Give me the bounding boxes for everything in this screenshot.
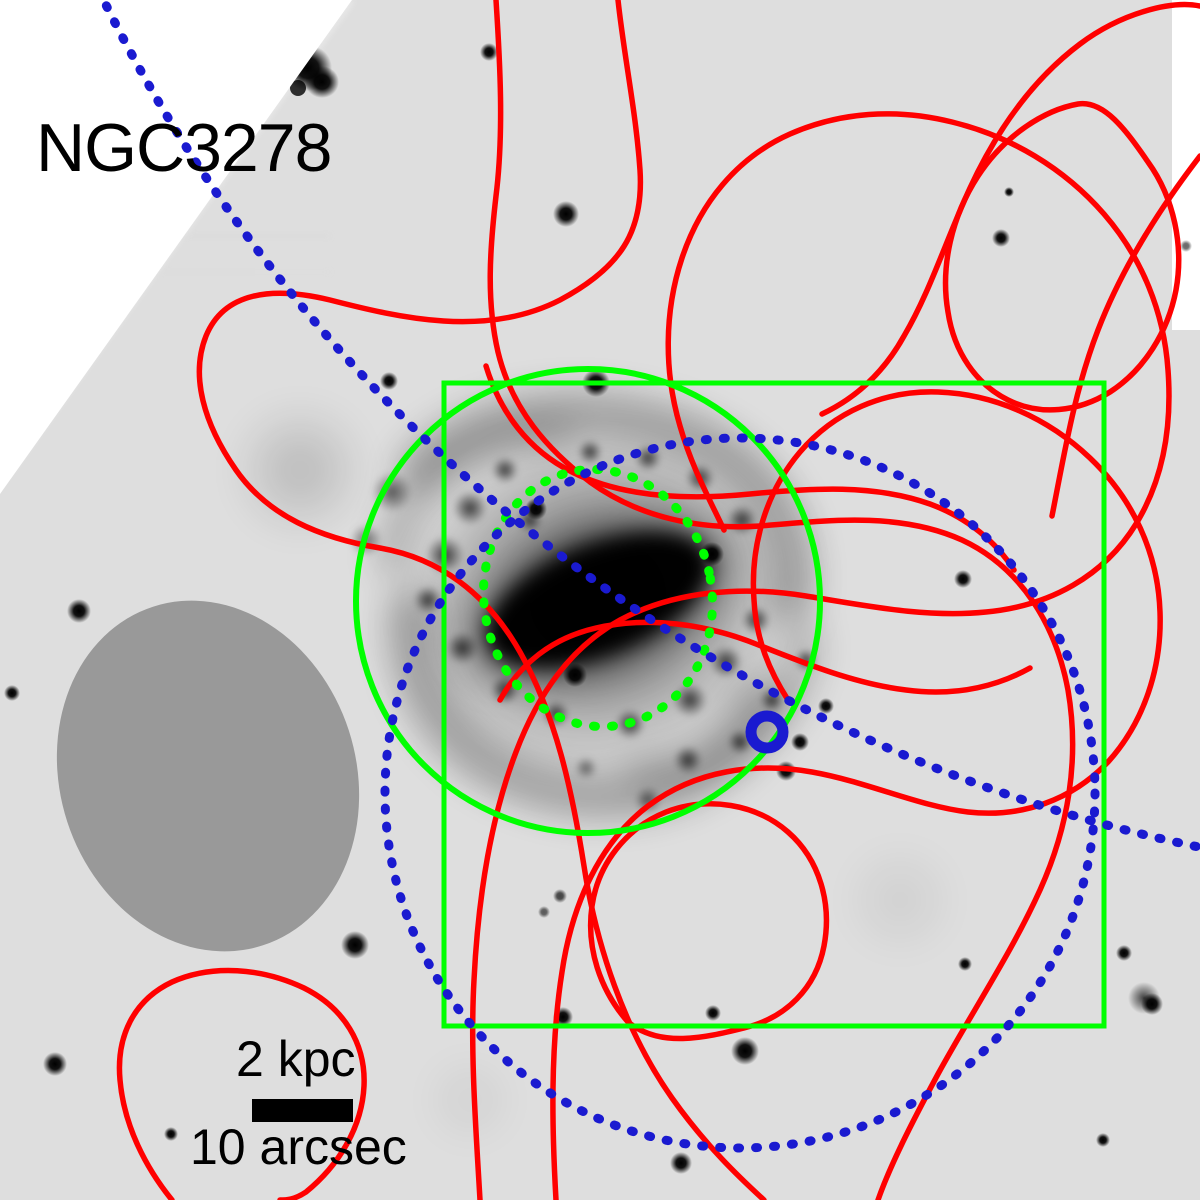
green-solid-aperture-circle: [353, 366, 823, 836]
blue-ring-source-marker: [745, 710, 789, 754]
contour-level-3-core-lower: [497, 619, 1033, 703]
page-title: NGC3278: [36, 110, 332, 186]
blue-dotted-aperture-circle: [380, 433, 1100, 1153]
contour-west-outer: [1049, 153, 1200, 519]
scale-bar: [252, 1099, 353, 1122]
contour-level-3: [469, 111, 1172, 1200]
synthesized-beam-ellipse: [56, 600, 360, 952]
contour-level-3-core-upper: [483, 363, 1017, 573]
contour-outer-envelope: [196, 0, 767, 1200]
ifu-field-of-view-box: [441, 380, 1107, 1029]
green-dotted-aperture-ellipse: [479, 464, 717, 732]
scale-bar-physical-label: 2 kpc: [236, 1031, 356, 1087]
contour-northwest-secondary-inner: [942, 100, 1182, 413]
scale-bar-angular-label: 10 arcsec: [190, 1119, 407, 1175]
contour-southwest-loop: [116, 967, 367, 1200]
contour-level-4: [550, 389, 1163, 1200]
contour-level-2: [487, 0, 1076, 1200]
